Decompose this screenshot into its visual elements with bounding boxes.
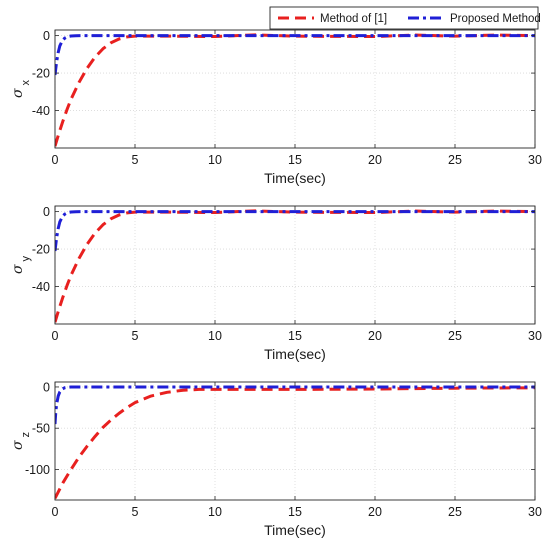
y-tick-label: -20: [32, 243, 50, 257]
y-axis-label-subscript: y: [20, 255, 32, 261]
legend: Method of [1] Proposed Method: [269, 6, 541, 30]
x-tick-label: 0: [52, 505, 59, 519]
x-tick-label: 15: [288, 153, 302, 167]
legend-label: Proposed Method: [450, 13, 541, 25]
legend-box: [269, 6, 539, 30]
y-tick-label: -100: [25, 463, 50, 477]
y-axis-label: σz: [10, 432, 32, 450]
plot-area: [55, 206, 535, 324]
x-tick-label: 25: [448, 153, 462, 167]
y-axis-label-symbol: σ: [10, 440, 26, 450]
x-tick-label: 20: [368, 505, 382, 519]
x-axis-label: Time(sec): [264, 170, 326, 186]
y-axis-label-symbol: σ: [10, 88, 26, 98]
y-tick-label: -50: [32, 422, 50, 436]
plot-area: [55, 30, 535, 148]
series-line-method-of-1: [55, 386, 535, 500]
y-tick-label: 0: [43, 205, 50, 219]
x-tick-label: 10: [208, 153, 222, 167]
x-axis-label: Time(sec): [264, 522, 326, 538]
subplot-z: 0 5 10 15 20 25 30 0 -50 -100 Time(sec) σz: [10, 380, 542, 538]
x-tick-label: 10: [208, 505, 222, 519]
series-line-method-of-1: [55, 33, 535, 147]
y-axis-label: σy: [10, 255, 32, 274]
y-tick-label: -40: [32, 104, 50, 118]
x-tick-label: 5: [132, 153, 139, 167]
x-tick-label: 30: [528, 329, 542, 343]
x-tick-label: 0: [52, 329, 59, 343]
x-tick-label: 20: [368, 329, 382, 343]
legend-label: Method of [1]: [320, 13, 387, 25]
y-tick-label: -20: [32, 67, 50, 81]
y-axis-label-subscript: x: [20, 79, 32, 85]
x-tick-label: 0: [52, 153, 59, 167]
x-tick-label: 5: [132, 329, 139, 343]
x-tick-label: 5: [132, 505, 139, 519]
x-tick-label: 30: [528, 505, 542, 519]
series-line-proposed-method: [55, 385, 535, 425]
x-tick-label: 15: [288, 505, 302, 519]
y-tick-label: 0: [43, 29, 50, 43]
plot-area: [55, 382, 535, 500]
y-tick-label: -40: [32, 280, 50, 294]
x-tick-label: 10: [208, 329, 222, 343]
x-axis-label: Time(sec): [264, 346, 326, 362]
y-axis-label: σx: [10, 79, 32, 98]
x-tick-label: 25: [448, 329, 462, 343]
x-tick-label: 30: [528, 153, 542, 167]
y-tick-label: 0: [43, 380, 50, 394]
series-line-method-of-1: [55, 209, 535, 323]
x-tick-label: 20: [368, 153, 382, 167]
subplot-x: 0 5 10 15 20 25 30 0 -20 -40 Time(sec) σx: [10, 29, 542, 186]
subplot-y: 0 5 10 15 20 25 30 0 -20 -40 Time(sec) σy: [10, 205, 542, 362]
x-tick-label: 15: [288, 329, 302, 343]
y-axis-label-subscript: z: [20, 432, 32, 438]
y-axis-label-symbol: σ: [10, 264, 26, 274]
x-tick-label: 25: [448, 505, 462, 519]
